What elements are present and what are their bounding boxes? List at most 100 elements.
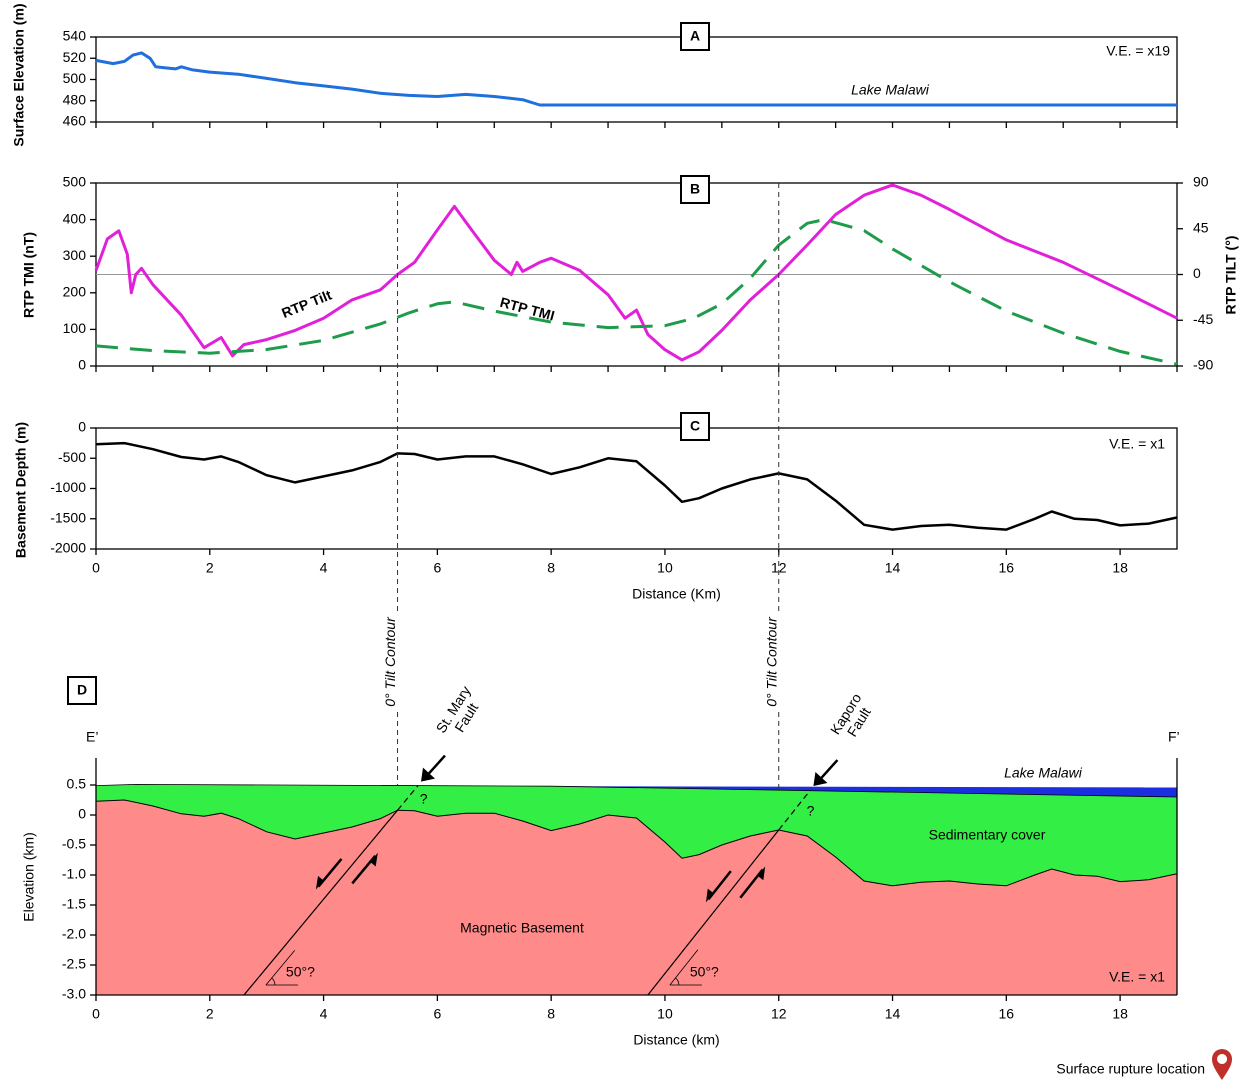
panel-label: A — [690, 28, 700, 44]
contour-label: 0° Tilt Contour — [763, 616, 779, 707]
fault-line — [647, 829, 780, 996]
dip-arc — [271, 977, 276, 986]
y-tick-label: -2.0 — [62, 926, 86, 942]
x-tick-label: 18 — [1112, 1006, 1128, 1022]
unit-label: Magnetic Basement — [460, 920, 584, 936]
y-axis-title: Elevation (km) — [21, 832, 37, 921]
data-line — [95, 51, 1177, 107]
y-tick-label: 300 — [63, 247, 87, 263]
y2-tick-label: 90 — [1193, 174, 1209, 190]
x-tick-label: 14 — [885, 1006, 901, 1022]
data-line — [95, 441, 1178, 531]
y-tick-label: 500 — [63, 70, 87, 86]
panel-label: B — [690, 181, 700, 197]
frame — [95, 427, 1178, 550]
annotation: V.E. = x1 — [1109, 969, 1165, 985]
fault-arrow — [818, 759, 839, 781]
basement-top — [95, 799, 1178, 887]
x-tick-label: 2 — [206, 560, 214, 576]
annotation: V.E. = x1 — [1109, 436, 1165, 452]
fault-arrowhead — [420, 767, 435, 782]
y-tick-label: 460 — [63, 113, 87, 129]
unit-label: Sedimentary cover — [929, 827, 1046, 843]
panel-label: D — [77, 682, 87, 698]
x-tick-label: 4 — [320, 560, 328, 576]
y-tick-label: -3.0 — [62, 986, 86, 1002]
sediment-area — [96, 784, 1177, 886]
x-tick-label: 18 — [1112, 560, 1128, 576]
data-line — [95, 218, 1178, 366]
data-line — [94, 183, 1178, 362]
dip-arc — [675, 977, 680, 986]
y-tick-label: 500 — [63, 174, 87, 190]
x-tick-label: 8 — [547, 1006, 555, 1022]
y-tick-label: -2.5 — [62, 956, 86, 972]
end-label: F’ — [1168, 729, 1180, 745]
y-axis-title: Basement Depth (m) — [13, 422, 29, 558]
x-axis-title: Distance (km) — [633, 1032, 719, 1048]
y-axis-title: Surface Elevation (m) — [11, 3, 27, 146]
x-axis-title: Distance (Km) — [632, 586, 721, 602]
frame — [95, 36, 1178, 123]
panel-label: C — [690, 418, 700, 434]
x-tick-label: 8 — [547, 560, 555, 576]
slip-arrowhead — [315, 875, 324, 890]
panel-label-box — [680, 412, 710, 441]
x-tick-label: 10 — [657, 560, 673, 576]
series-label: RTP TMI — [498, 294, 556, 324]
y2-tick-label: -90 — [1193, 357, 1213, 373]
x-tick-label: 2 — [206, 1006, 214, 1022]
y-tick-label: -1.5 — [62, 896, 86, 912]
y-tick-label: -1500 — [50, 509, 86, 525]
y-tick-label: 0 — [78, 357, 86, 373]
x-tick-label: 0 — [92, 1006, 100, 1022]
panel-label-box — [680, 175, 710, 204]
slip-arrow — [317, 858, 343, 888]
dip-line — [265, 950, 295, 986]
y-tick-label: -1.0 — [62, 866, 86, 882]
y-tick-label: 0 — [78, 806, 86, 822]
end-label: E’ — [86, 729, 98, 745]
x-tick-label: 10 — [657, 1006, 673, 1022]
lake-label: Lake Malawi — [1004, 765, 1083, 781]
fault-arrowhead — [813, 772, 828, 787]
fault-query: ? — [807, 803, 815, 819]
y-axis-title: RTP TMI (nT) — [21, 232, 37, 318]
x-tick-label: 12 — [771, 1006, 787, 1022]
legend-label: Surface rupture location — [1056, 1061, 1205, 1077]
x-tick-label: 16 — [999, 560, 1015, 576]
ground-line — [95, 783, 1178, 798]
y-tick-label: -500 — [58, 449, 86, 465]
fault-extension — [397, 785, 419, 811]
location-pin — [1212, 1049, 1232, 1080]
x-tick-label: 14 — [885, 560, 901, 576]
slip-arrowhead — [370, 852, 378, 867]
y2-axis-title: RTP TILT (°) — [1223, 236, 1239, 315]
dip-label: 50°? — [690, 964, 719, 980]
dip-line — [669, 949, 699, 986]
fault-extension — [778, 789, 811, 831]
annotation: Lake Malawi — [851, 82, 930, 98]
fault-name: KaporoFault — [827, 690, 878, 745]
x-tick-label: 12 — [771, 560, 787, 576]
y-tick-label: 400 — [63, 210, 87, 226]
slip-arrowhead — [757, 866, 766, 881]
y-tick-label: 0 — [78, 419, 86, 435]
fault-arrow — [426, 754, 446, 777]
y-tick-label: 480 — [63, 91, 87, 107]
y-tick-label: -1000 — [50, 479, 86, 495]
slip-arrowhead — [705, 888, 714, 903]
y-tick-label: 200 — [63, 284, 87, 300]
y-tick-label: 100 — [63, 320, 87, 336]
panel-label-box — [680, 22, 710, 51]
y-tick-label: 0.5 — [67, 776, 87, 792]
y2-tick-label: 0 — [1193, 265, 1201, 281]
fault-line — [243, 809, 399, 996]
x-tick-label: 4 — [320, 1006, 328, 1022]
y-tick-label: -0.5 — [62, 836, 86, 852]
fault-name: St. MaryFault — [432, 683, 486, 744]
contour-label: 0° Tilt Contour — [382, 616, 398, 707]
x-tick-label: 0 — [92, 560, 100, 576]
x-tick-label: 16 — [999, 1006, 1015, 1022]
y2-tick-label: 45 — [1193, 219, 1209, 235]
